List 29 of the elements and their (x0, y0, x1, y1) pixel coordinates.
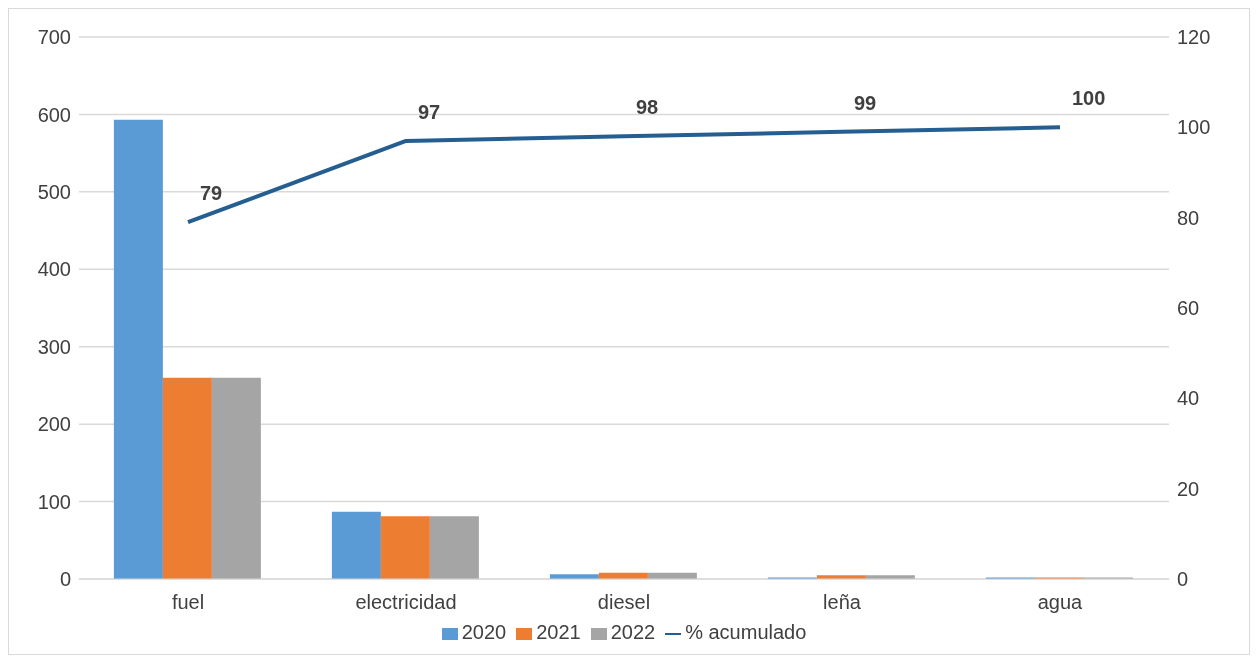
x-tick-label: leña (823, 591, 862, 614)
y-tick-label: 100 (37, 490, 71, 513)
x-tick-label: agua (1037, 591, 1084, 614)
y2-tick-label: 80 (1177, 206, 1200, 229)
legend-label: 2021 (536, 621, 581, 643)
data-label: 98 (636, 96, 659, 119)
y2-tick-label: 60 (1177, 297, 1200, 320)
y2-tick-label: 120 (1177, 26, 1211, 49)
data-label: 100 (1072, 87, 1106, 110)
y2-tick-label: 40 (1177, 387, 1200, 410)
legend-label: 2020 (461, 621, 507, 643)
legend-label: % acumulado (685, 621, 807, 643)
data-label: 79 (200, 182, 223, 205)
y-tick-label: 400 (37, 258, 71, 281)
y2-tick-label: 0 (1177, 568, 1189, 591)
y-tick-label: 0 (59, 568, 71, 591)
x-tick-label: electricidad (355, 591, 457, 614)
y-tick-label: 600 (37, 103, 71, 126)
x-tick-label: fuel (171, 591, 205, 614)
y-tick-label: 500 (37, 180, 71, 203)
y2-tick-label: 100 (1177, 116, 1211, 139)
y-tick-label: 200 (37, 413, 71, 436)
x-tick-label: diesel (597, 591, 651, 614)
y-tick-label: 300 (37, 335, 71, 358)
y2-tick-label: 20 (1177, 477, 1200, 500)
legend-label: 2022 (610, 621, 656, 643)
y-tick-label: 700 (37, 26, 71, 49)
data-label: 97 (418, 100, 441, 123)
data-label: 99 (854, 91, 877, 114)
